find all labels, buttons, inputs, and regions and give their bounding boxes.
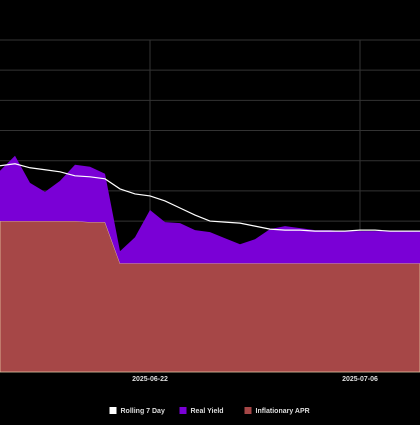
x-tick-label: 2025-07-06 [342, 376, 378, 383]
legend: Rolling 7 Day Real Yield Inflationary APR [109, 407, 310, 415]
legend-swatch-real-yield [179, 407, 187, 414]
legend-label-real-yield: Real Yield [191, 408, 224, 415]
series-line-rolling-7-day [0, 163, 420, 232]
legend-swatch-rolling-7-day [109, 407, 117, 414]
x-axis: 2025-06-22 2025-07-06 [132, 376, 378, 383]
legend-swatch-inflationary-apr [244, 407, 252, 414]
line-layer [0, 163, 420, 232]
legend-label-inflationary-apr: Inflationary APR [256, 408, 310, 415]
area-layer [0, 155, 420, 373]
x-tick-label: 2025-06-22 [132, 376, 168, 383]
series-area-real-yield [0, 155, 420, 264]
legend-label-rolling-7-day: Rolling 7 Day [121, 408, 165, 415]
